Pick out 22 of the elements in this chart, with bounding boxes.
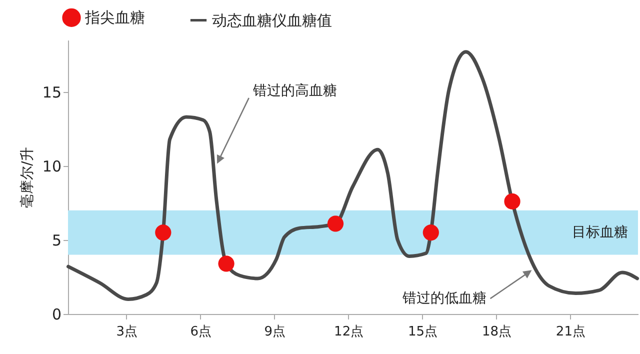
point	[327, 216, 344, 232]
x-tick-label: 3点	[116, 324, 138, 340]
x-tick-label: 18点	[482, 324, 512, 340]
x-tick-label: 6点	[190, 324, 212, 340]
annotation: 错过的低血糖	[401, 290, 486, 307]
point	[155, 224, 172, 241]
x-tick-label: 9点	[264, 324, 286, 340]
y-tick-label: 15	[42, 83, 62, 102]
x-tick-label: 12点	[334, 324, 364, 340]
x-tick-label: 15点	[408, 324, 438, 340]
y-axis-title: 毫摩尔/升	[19, 147, 36, 208]
band-label: 目标血糖	[572, 224, 628, 241]
legend-label: 指尖血糖	[84, 8, 145, 27]
x-tick-label: 21点	[556, 324, 586, 340]
point	[218, 256, 234, 272]
y-tick-label: 10	[42, 157, 62, 176]
y-tick-label: 0	[52, 306, 62, 324]
y-tick-label: 5	[52, 231, 62, 250]
legend-label: 动态血糖仪血糖值	[212, 11, 332, 30]
point	[422, 224, 439, 241]
point	[504, 193, 520, 210]
annotation: 错过的高血糖	[252, 82, 337, 99]
